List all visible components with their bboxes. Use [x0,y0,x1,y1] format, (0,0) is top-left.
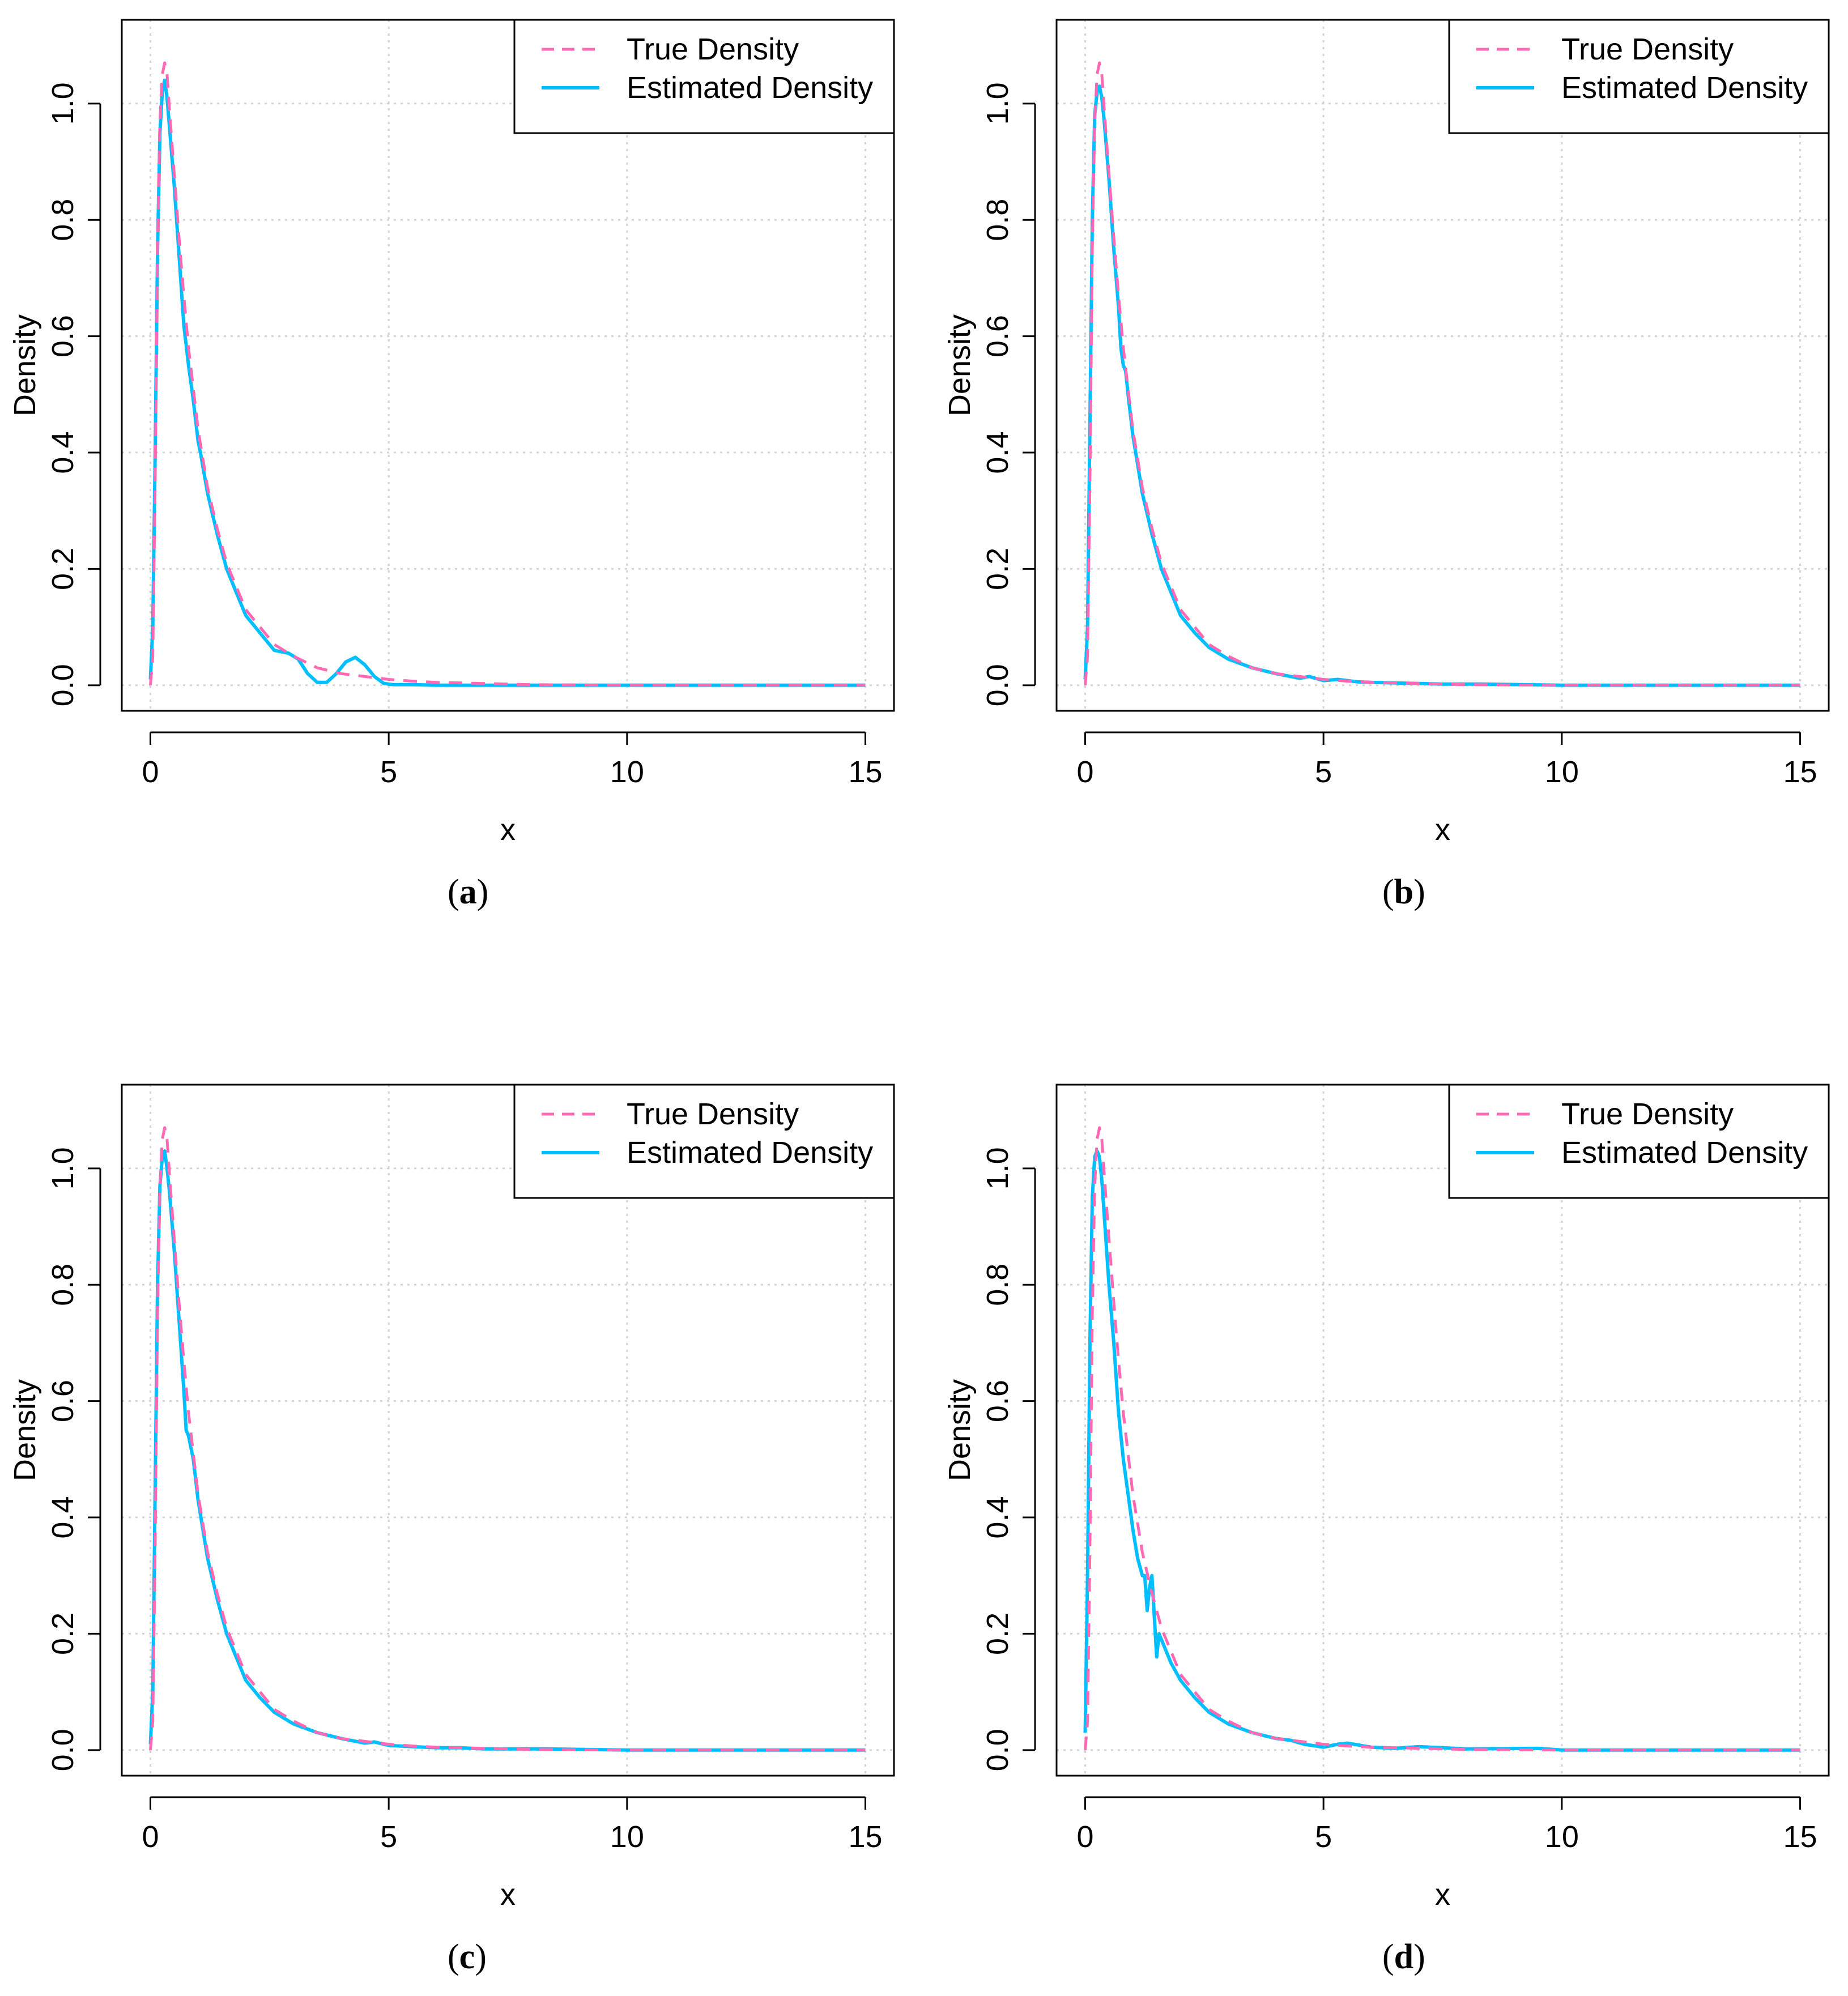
caption-letter: b [1394,873,1414,911]
estimated-density-line [1083,1149,1800,1752]
true-density-line [149,1126,866,1752]
y-tick-label: 0.6 [981,315,1015,357]
chart-panel-b: 0 5 10 15 x 0.0 0.2 0.4 0.6 0.8 1.0 Density True Den… [935,0,1848,906]
legend-entry-label: Estimated Density [1561,71,1808,105]
caption-b: (b) [1382,873,1425,911]
x-tick-label: 15 [848,1820,882,1854]
legend: True Density Estimated Density [1448,19,1830,134]
x-tick-label: 5 [380,1820,397,1854]
x-tick-label: 0 [142,755,159,789]
legend-entry-label: True Density [1561,1097,1734,1131]
y-tick-label: 0.0 [981,1729,1015,1771]
x-tick-label: 0 [1076,1820,1093,1854]
legend-box [1448,1084,1830,1199]
y-tick-label: 0.8 [981,1264,1015,1306]
estimated-density-line [1083,84,1800,687]
y-tick-label: 0.0 [46,1729,80,1771]
caption-c: (c) [448,1938,487,1976]
legend-entry-label: Estimated Density [627,1136,873,1170]
y-tick-label: 0.4 [981,432,1015,474]
caption-d: (d) [1382,1938,1425,1976]
estimated-density-line [148,78,866,687]
legend: True Density Estimated Density [1448,1084,1830,1199]
y-tick-label: 0.2 [981,548,1015,590]
legend: True Density Estimated Density [513,19,895,134]
y-tick-label: 1.0 [981,82,1015,125]
true-density-line [1084,1126,1800,1752]
plot-frame [121,1084,895,1777]
y-tick-label: 1.0 [981,1147,1015,1189]
x-tick-label: 10 [1545,1820,1579,1854]
estimated-density-line [148,1149,866,1752]
x-tick-label: 15 [1783,755,1817,789]
y-tick-label: 0.6 [46,1380,80,1422]
caption-a: (a) [448,873,489,911]
y-tick-label: 0.6 [46,315,80,357]
y-tick-label: 0.8 [46,1264,80,1306]
x-tick-label: 10 [610,755,644,789]
y-tick-label: 0.0 [46,664,80,706]
y-tick-label: 0.2 [46,1613,80,1655]
y-axis-label: Density [943,314,977,416]
x-tick-label: 15 [1783,1820,1817,1854]
legend-entry-label: True Density [1561,32,1734,66]
density-chart-b: 0 5 10 15 x 0.0 0.2 0.4 0.6 0.8 1.0 Density True Den… [943,19,1830,847]
legend-box [1448,19,1830,134]
chart-panel-c: 0 5 10 15 x 0.0 0.2 0.4 0.6 0.8 1.0 Density True Den… [0,1065,924,1971]
y-tick-label: 0.4 [981,1496,1015,1539]
y-tick-label: 0.8 [981,199,1015,241]
x-tick-label: 15 [848,755,882,789]
legend-box [513,19,895,134]
density-chart-d: 0 5 10 15 x 0.0 0.2 0.4 0.6 0.8 1.0 Density True Den… [943,1084,1830,1912]
caption-letter: a [459,873,477,911]
x-tick-label: 10 [610,1820,644,1854]
caption-letter: d [1394,1938,1414,1976]
legend-box [513,1084,895,1199]
x-tick-label: 10 [1545,755,1579,789]
x-axis-label: x [1435,813,1450,847]
y-tick-label: 0.6 [981,1380,1015,1422]
density-chart-c: 0 5 10 15 x 0.0 0.2 0.4 0.6 0.8 1.0 Density True Den… [8,1084,895,1912]
true-density-line [1084,61,1800,687]
y-tick-label: 0.4 [46,432,80,474]
plot-frame [1055,1084,1830,1777]
x-tick-label: 0 [1076,755,1093,789]
legend-entry-label: True Density [627,1097,799,1131]
y-tick-label: 0.8 [46,199,80,241]
legend: True Density Estimated Density [513,1084,895,1199]
y-tick-label: 1.0 [46,82,80,125]
y-axis-label: Density [943,1379,977,1481]
legend-entry-label: Estimated Density [627,71,873,105]
y-tick-label: 0.0 [981,664,1015,706]
y-tick-label: 0.2 [981,1613,1015,1655]
x-tick-label: 5 [1315,755,1332,789]
x-axis-label: x [500,1878,516,1912]
y-tick-label: 0.2 [46,548,80,590]
x-tick-label: 5 [380,755,397,789]
y-axis-label: Density [8,1379,42,1481]
x-tick-label: 5 [1315,1820,1332,1854]
y-tick-label: 0.4 [46,1496,80,1539]
true-density-line [149,61,866,687]
y-axis-label: Density [8,314,42,416]
x-tick-label: 0 [142,1820,159,1854]
legend-entry-label: Estimated Density [1561,1136,1808,1170]
caption-letter: c [459,1938,475,1976]
x-axis-label: x [1435,1878,1450,1912]
density-chart-a: 0 5 10 15 x 0.0 0.2 0.4 0.6 0.8 1.0 Density True Den… [8,19,895,847]
chart-panel-d: 0 5 10 15 x 0.0 0.2 0.4 0.6 0.8 1.0 Density True Den… [935,1065,1848,1971]
y-tick-label: 1.0 [46,1147,80,1189]
plot-frame [1055,19,1830,712]
x-axis-label: x [500,813,516,847]
plot-frame [121,19,895,712]
legend-entry-label: True Density [627,32,799,66]
chart-panel-a: 0 5 10 15 x 0.0 0.2 0.4 0.6 0.8 1.0 Density True Den… [0,0,924,906]
